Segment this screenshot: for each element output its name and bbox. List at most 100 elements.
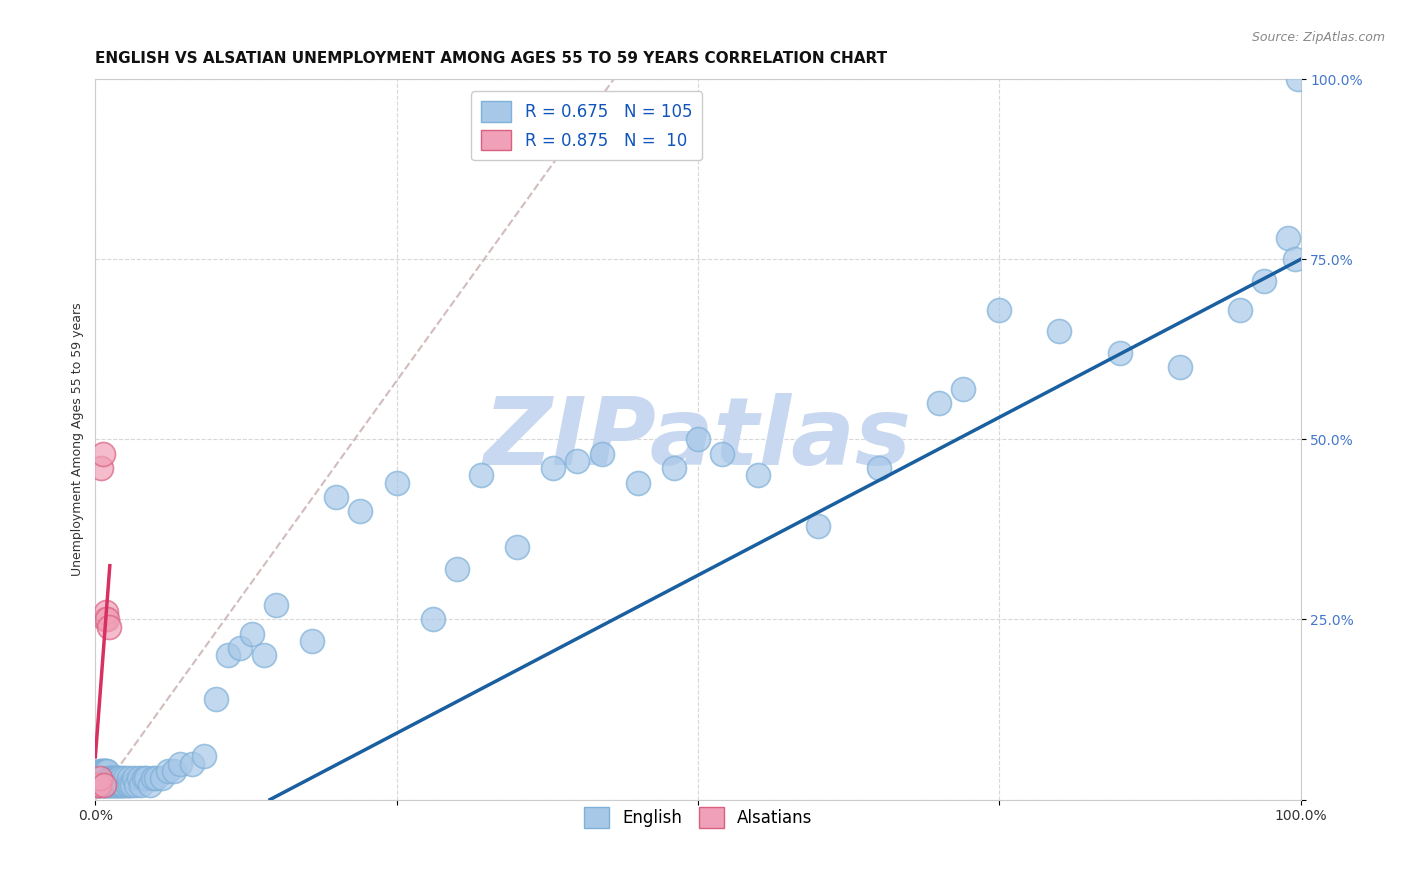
Point (163, 764, 186, 778)
Point (217, 648, 239, 663)
Point (112, 778, 135, 792)
Point (105, 771, 128, 785)
Point (93, 771, 115, 785)
Point (96, 764, 118, 778)
Point (125, 778, 148, 792)
Point (145, 771, 167, 785)
Point (96, 612, 118, 626)
Point (129, 778, 152, 792)
Point (662, 461, 685, 475)
Point (104, 778, 127, 792)
Point (122, 771, 145, 785)
Point (325, 490, 347, 504)
Point (112, 778, 135, 792)
Point (104, 771, 127, 785)
Point (180, 756, 202, 771)
Point (100, 771, 122, 785)
Point (120, 778, 142, 792)
Y-axis label: Unemployment Among Ages 55 to 59 years: Unemployment Among Ages 55 to 59 years (72, 302, 84, 576)
Point (98, 771, 121, 785)
Point (103, 778, 125, 792)
Point (301, 634, 323, 648)
Point (97, 620, 120, 634)
Point (98, 778, 121, 792)
Point (96, 605, 118, 619)
Point (1168, 360, 1191, 375)
Point (253, 648, 276, 663)
Point (121, 778, 143, 792)
Point (90, 764, 112, 778)
Point (128, 771, 150, 785)
Point (97, 778, 120, 792)
Point (686, 433, 709, 447)
Point (240, 627, 263, 641)
Point (627, 475, 650, 490)
Point (93, 764, 115, 778)
Point (567, 454, 589, 468)
Point (807, 519, 830, 533)
Point (1108, 346, 1130, 360)
Point (103, 771, 125, 785)
Point (156, 764, 179, 778)
Point (205, 691, 228, 706)
Point (1049, 325, 1071, 339)
Point (101, 778, 124, 792)
Point (108, 778, 131, 792)
Point (96, 771, 118, 785)
Point (87, 778, 110, 792)
Point (422, 612, 444, 626)
Point (1277, 231, 1299, 245)
Point (90, 778, 112, 792)
Point (91, 778, 114, 792)
Point (91, 771, 114, 785)
Point (1229, 302, 1251, 317)
Point (104, 778, 127, 792)
Point (97, 771, 120, 785)
Point (89, 778, 111, 792)
Point (1253, 274, 1275, 288)
Point (115, 778, 138, 792)
Point (90, 461, 112, 475)
Point (96, 771, 118, 785)
Point (94, 764, 117, 778)
Point (90, 771, 112, 785)
Point (470, 468, 492, 483)
Point (1284, 252, 1306, 267)
Point (988, 302, 1011, 317)
Point (96, 778, 118, 792)
Point (93, 778, 115, 792)
Point (111, 778, 134, 792)
Point (868, 461, 890, 475)
Point (543, 461, 565, 475)
Point (89, 771, 111, 785)
Point (96, 778, 118, 792)
Legend: English, Alsatians: English, Alsatians (576, 801, 818, 834)
Point (93, 778, 115, 792)
Text: ENGLISH VS ALSATIAN UNEMPLOYMENT AMONG AGES 55 TO 59 YEARS CORRELATION CHART: ENGLISH VS ALSATIAN UNEMPLOYMENT AMONG A… (96, 51, 887, 66)
Point (89, 771, 111, 785)
Point (506, 541, 529, 555)
Point (349, 504, 371, 518)
Point (91, 764, 114, 778)
Point (928, 396, 950, 410)
Point (94, 771, 117, 785)
Point (135, 771, 157, 785)
Point (107, 771, 129, 785)
Point (385, 475, 408, 490)
Point (142, 771, 165, 785)
Point (747, 468, 769, 483)
Point (114, 771, 136, 785)
Point (111, 771, 134, 785)
Point (110, 778, 132, 792)
Point (108, 771, 131, 785)
Point (132, 771, 155, 785)
Point (446, 562, 468, 576)
Point (150, 771, 173, 785)
Point (87, 771, 110, 785)
Point (87, 778, 110, 792)
Point (229, 641, 252, 656)
Point (138, 778, 160, 792)
Point (87, 778, 110, 792)
Point (105, 778, 128, 792)
Point (100, 778, 122, 792)
